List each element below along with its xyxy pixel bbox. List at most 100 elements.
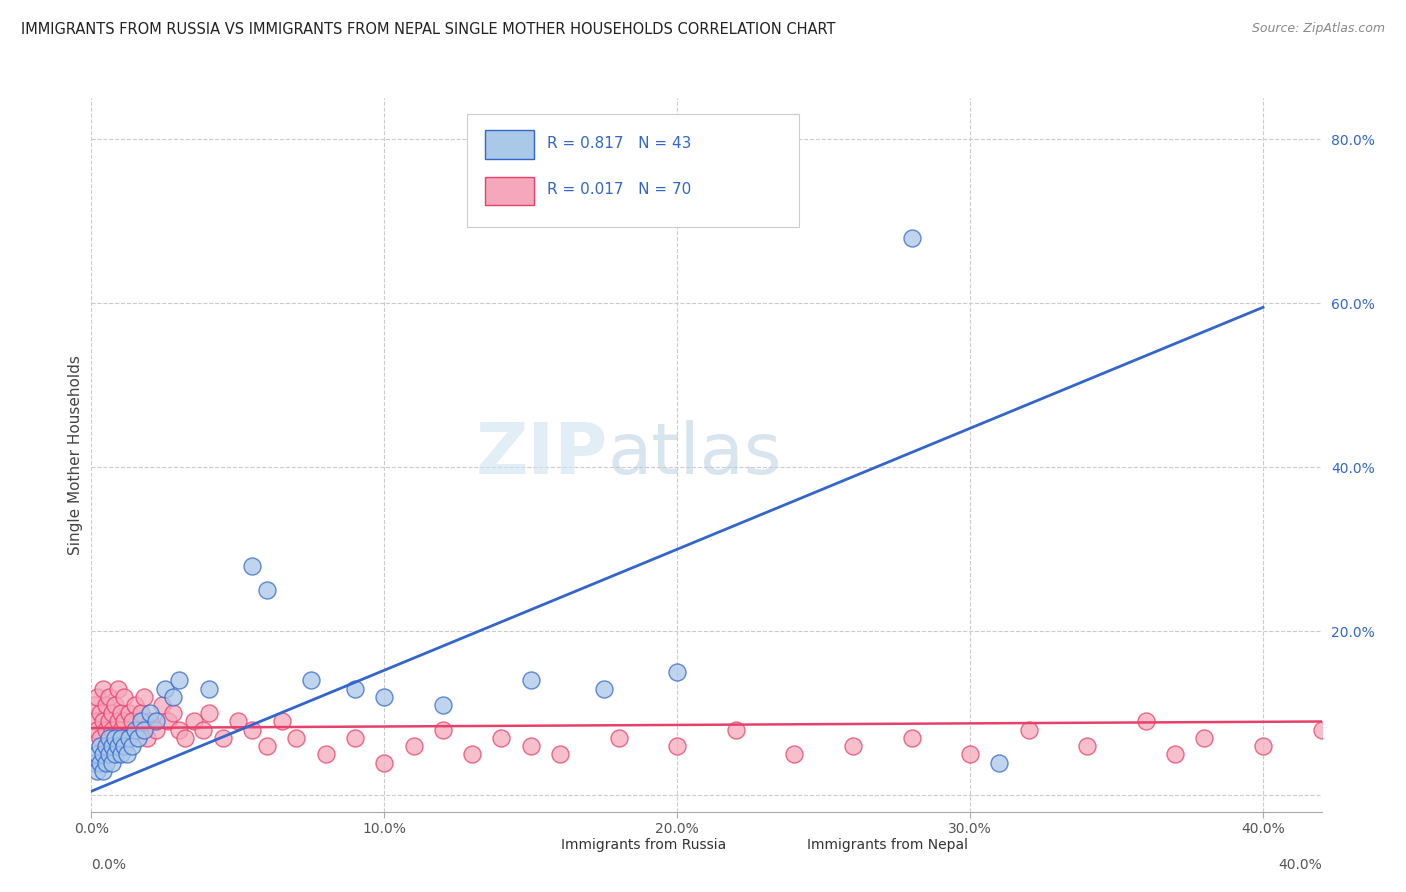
FancyBboxPatch shape [467,114,799,227]
Point [98,731,120,745]
Point [593,681,616,696]
FancyBboxPatch shape [522,831,553,860]
FancyBboxPatch shape [485,177,534,205]
Point [783,747,806,762]
Point [91,681,114,696]
Point [121,714,143,729]
Point [86,747,108,762]
Point [86,690,108,704]
Point [110,706,132,721]
Point [212,731,235,745]
Point [169,723,191,737]
Point [124,723,146,737]
Point [118,731,141,745]
Point [101,756,124,770]
Point [519,673,541,688]
Point [89,731,111,745]
Point [83,698,105,712]
Point [226,714,249,729]
Point [136,731,159,745]
Point [242,558,264,573]
Point [162,706,184,721]
Point [110,731,132,745]
Point [89,756,111,770]
Point [959,747,981,762]
Point [104,731,127,745]
Point [432,698,454,712]
Point [169,673,191,688]
Point [402,739,425,753]
Text: Source: ZipAtlas.com: Source: ZipAtlas.com [1251,22,1385,36]
Point [191,723,214,737]
Point [197,681,219,696]
Point [1194,731,1216,745]
Y-axis label: Single Mother Households: Single Mother Households [67,355,83,555]
FancyBboxPatch shape [485,130,534,159]
Point [548,747,571,762]
Point [900,731,922,745]
Point [98,714,120,729]
Point [183,714,205,729]
Point [1135,714,1157,729]
Point [104,698,127,712]
Point [145,714,167,729]
Text: Immigrants from Russia: Immigrants from Russia [561,838,727,852]
Point [94,739,117,753]
Point [86,723,108,737]
Point [256,739,278,753]
Point [91,714,114,729]
Point [139,714,162,729]
Point [162,690,184,704]
Point [89,706,111,721]
Point [115,731,138,745]
Point [124,698,146,712]
FancyBboxPatch shape [768,831,799,860]
Point [129,706,152,721]
Point [91,747,114,762]
Point [83,714,105,729]
Point [900,230,922,244]
Point [1251,739,1274,753]
Text: R = 0.817   N = 43: R = 0.817 N = 43 [547,136,690,151]
Point [112,714,135,729]
Point [98,690,120,704]
Point [101,723,124,737]
Point [1076,739,1098,753]
Point [174,731,197,745]
Point [666,739,689,753]
Point [150,698,173,712]
Point [132,690,155,704]
Point [607,731,630,745]
Text: atlas: atlas [607,420,783,490]
Point [343,681,366,696]
Point [101,706,124,721]
Point [432,723,454,737]
Point [145,723,167,737]
Point [285,731,308,745]
Point [197,706,219,721]
Point [110,747,132,762]
Point [270,714,292,729]
Text: 0.0%: 0.0% [91,858,127,872]
Point [373,756,395,770]
Point [91,764,114,778]
Point [127,731,149,745]
Point [83,756,105,770]
Point [519,739,541,753]
Text: 40.0%: 40.0% [1278,858,1322,872]
Point [242,723,264,737]
Point [256,583,278,598]
Point [127,723,149,737]
Point [94,739,117,753]
Text: ZIP: ZIP [475,420,607,490]
Point [724,723,747,737]
Point [156,714,179,729]
Point [115,747,138,762]
Point [94,756,117,770]
Point [132,723,155,737]
Point [107,739,129,753]
Point [153,681,176,696]
Point [86,764,108,778]
Point [107,681,129,696]
Point [461,747,484,762]
